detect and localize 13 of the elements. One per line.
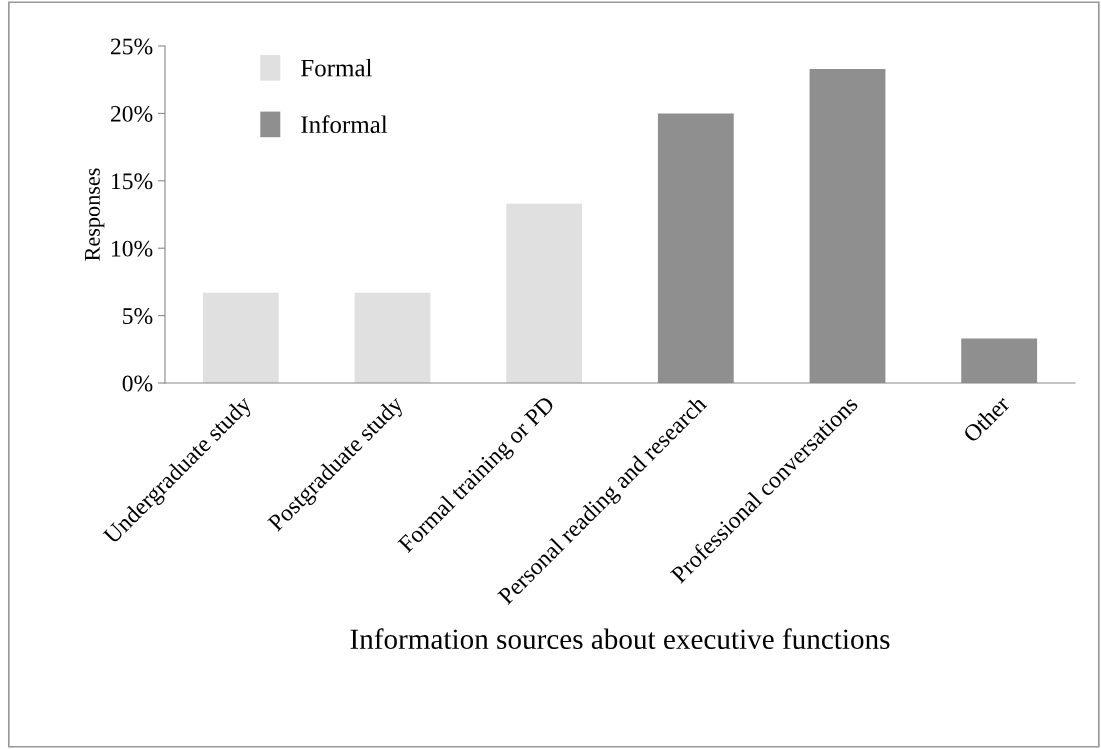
- bar: [354, 292, 431, 383]
- legend-label: Formal: [301, 58, 373, 77]
- bar: [506, 203, 583, 383]
- x-axis-title: Information sources about executive functions: [350, 628, 890, 650]
- y-tick-label: 25%: [110, 38, 153, 55]
- legend-label: Informal: [301, 115, 388, 134]
- y-tick-label: 10%: [111, 240, 153, 257]
- y-tick-label: 15%: [111, 173, 153, 190]
- y-tick-label: 20%: [110, 105, 153, 122]
- y-tick-label: 5%: [123, 308, 153, 325]
- bar: [202, 292, 279, 383]
- y-tick-label: 0%: [122, 375, 153, 392]
- y-axis-title: Responses: [85, 168, 105, 261]
